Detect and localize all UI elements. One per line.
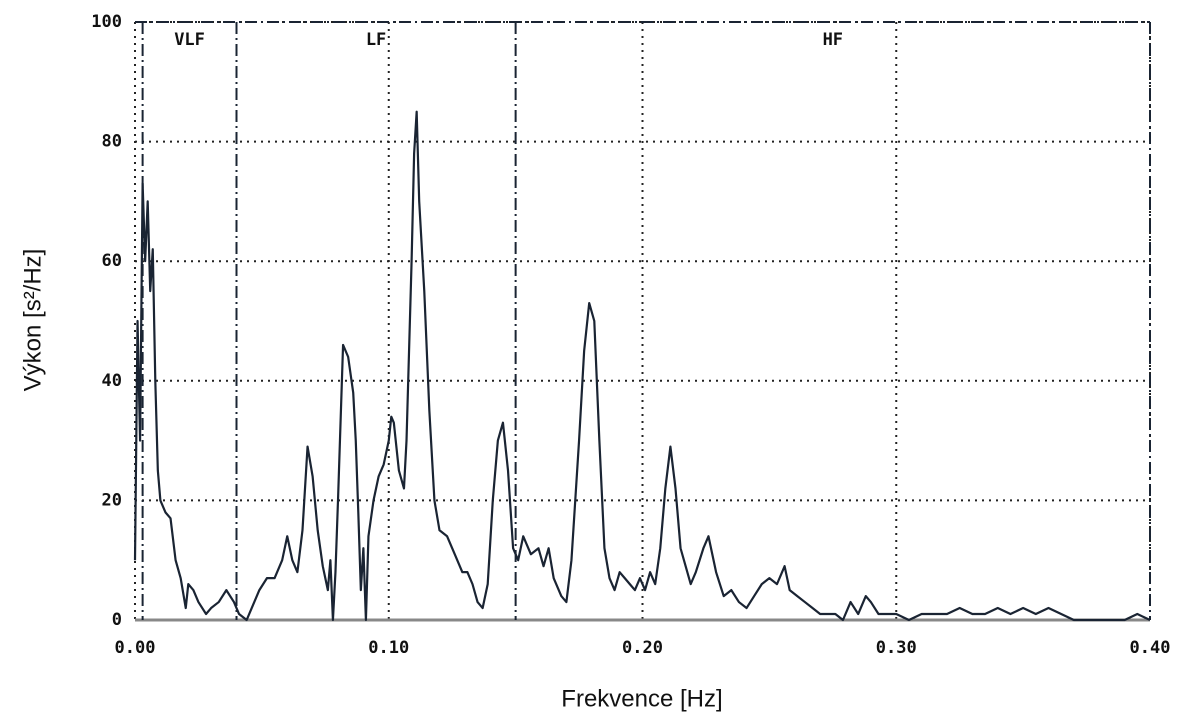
y-axis-title: Výkon [s²/Hz] [19,249,46,392]
spectrum-line [133,110,1151,622]
y-tick-label: 20 [102,490,122,510]
band-label: LF [366,30,386,50]
x-tick-label: 0.00 [115,638,156,658]
band-label: VLF [174,30,205,50]
x-tick-label: 0.20 [622,638,663,658]
x-tick-label: 0.40 [1130,638,1171,658]
y-tick-label: 100 [91,12,122,32]
x-tick-label: 0.30 [876,638,917,658]
y-tick-label: 0 [112,610,122,630]
y-tick-label: 80 [102,132,122,152]
y-tick-label: 40 [102,371,122,391]
band-label: HF [823,30,843,50]
y-tick-label: 60 [102,251,122,271]
x-axis-title: Frekvence [Hz] [561,685,722,712]
x-tick-label: 0.10 [368,638,409,658]
